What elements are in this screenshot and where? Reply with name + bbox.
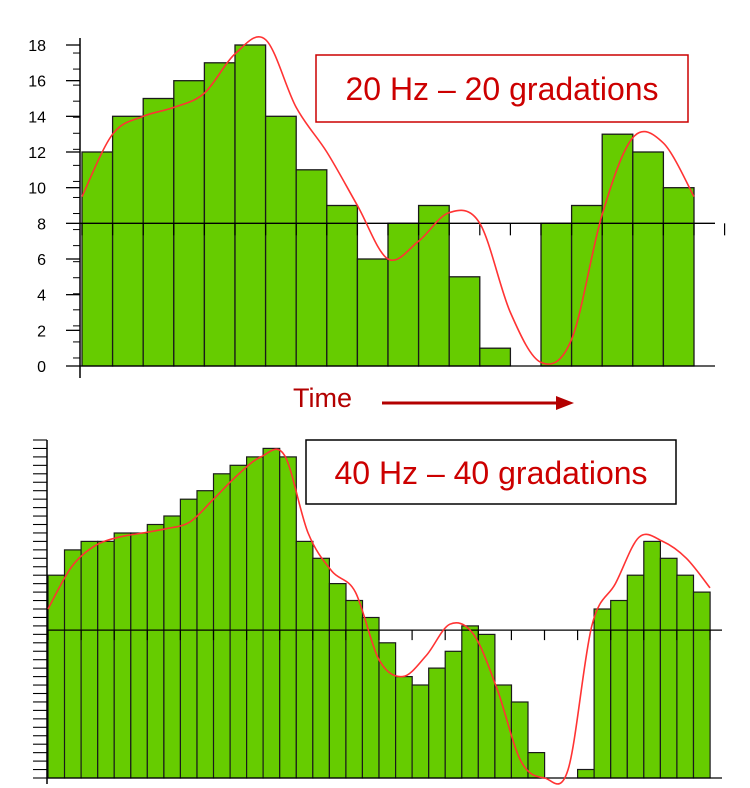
bar-40hz: [477, 633, 496, 779]
bar-40hz: [312, 557, 330, 779]
bar-20hz: [632, 151, 665, 367]
chart-title-40hz: 40 Hz – 40 gradations: [334, 455, 647, 491]
signal-curve-20hz: [81, 36, 695, 365]
y-tick-label-20hz: 8: [37, 216, 46, 233]
bar-40hz: [659, 557, 678, 779]
bar-20hz: [326, 204, 359, 367]
bar-40hz: [262, 447, 281, 779]
bar-40hz: [643, 540, 661, 779]
title-box-40hz: 40 Hz – 40 gradations: [305, 439, 677, 505]
time-label: Time: [293, 383, 352, 413]
bar-20hz: [264, 115, 297, 367]
axes-40hz: [33, 439, 722, 784]
bar-40hz: [97, 540, 115, 779]
y-tick-label-20hz: 10: [28, 181, 46, 198]
time-axis-label: Time: [293, 383, 574, 413]
chart-title-20hz: 20 Hz – 20 gradations: [345, 71, 658, 107]
bar-20hz: [203, 62, 236, 367]
bar-40hz: [494, 684, 513, 779]
bars-40hz: [47, 447, 711, 779]
bar-40hz: [527, 751, 546, 779]
bar-20hz: [448, 276, 481, 367]
bar-40hz: [179, 498, 198, 779]
bar-40hz: [163, 515, 182, 779]
bar-40hz: [345, 599, 364, 779]
bar-40hz: [279, 456, 297, 779]
bar-40hz: [196, 490, 215, 779]
bar-20hz: [479, 347, 512, 367]
bar-20hz: [356, 258, 389, 367]
bar-40hz: [676, 574, 695, 779]
bar-40hz: [246, 456, 264, 779]
bar-40hz: [411, 684, 430, 779]
y-tick-labels-20hz: 0 2 4 6 8 10 12 14 16 18: [28, 38, 46, 376]
bar-20hz: [142, 97, 175, 367]
y-tick-label-20hz: 4: [37, 288, 46, 305]
bar-40hz: [229, 464, 248, 779]
bar-40hz: [593, 608, 612, 779]
bar-40hz: [295, 540, 314, 779]
bar-40hz: [444, 650, 463, 779]
y-tick-label-20hz: 0: [37, 359, 46, 376]
bar-40hz: [610, 599, 628, 779]
y-tick-label-20hz: 14: [28, 109, 46, 126]
bar-40hz: [130, 532, 149, 779]
bar-40hz: [576, 768, 595, 779]
y-tick-label-20hz: 18: [28, 38, 46, 55]
bar-40hz: [461, 625, 479, 779]
y-tick-label-20hz: 6: [37, 252, 46, 269]
bar-20hz: [81, 151, 114, 367]
bar-40hz: [80, 540, 99, 779]
title-box-20hz: 20 Hz – 20 gradations: [315, 54, 689, 123]
bar-40hz: [428, 667, 446, 779]
bar-40hz: [361, 616, 380, 779]
bar-40hz: [626, 574, 645, 779]
bar-20hz: [601, 133, 634, 367]
bar-40hz: [63, 549, 82, 779]
bar-40hz: [328, 582, 347, 779]
signal-curve-40hz: [47, 448, 711, 785]
bar-20hz: [540, 222, 573, 367]
arrow-head-icon: [556, 396, 574, 410]
bar-40hz: [146, 523, 165, 779]
y-tick-label-20hz: 2: [37, 323, 46, 340]
bar-20hz: [417, 204, 450, 367]
axes-20hz: [66, 38, 726, 378]
chart-40hz: [33, 439, 722, 785]
bar-20hz: [662, 187, 695, 367]
bar-40hz: [113, 532, 132, 779]
bar-40hz: [510, 701, 529, 779]
bar-20hz: [111, 115, 144, 367]
y-tick-label-20hz: 16: [28, 74, 46, 91]
bar-20hz: [295, 169, 328, 367]
bar-40hz: [692, 591, 711, 779]
bar-20hz: [234, 44, 267, 367]
title-frame-40hz: [305, 439, 677, 505]
chart-20hz: 0 2 4 6 8 10 12 14 16 18: [28, 36, 726, 378]
bar-40hz: [395, 675, 413, 779]
bar-40hz: [212, 473, 231, 779]
title-frame-20hz: [315, 54, 689, 123]
y-tick-label-20hz: 12: [28, 145, 46, 162]
